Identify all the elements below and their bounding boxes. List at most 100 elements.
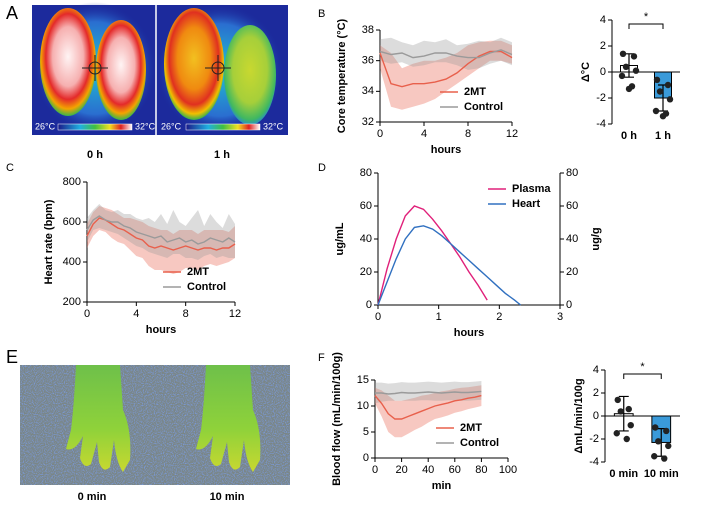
image-caption: 10 min [210, 491, 245, 503]
y-tick-label: 34 [362, 85, 374, 97]
x-tick-label: 0 [372, 464, 378, 476]
x-tick-label: 80 [475, 464, 487, 476]
data-point [664, 81, 672, 89]
x-tick-label: 3 [557, 311, 563, 323]
x-tick-label: 2 [496, 311, 502, 323]
thermal-image [32, 2, 288, 136]
panel-letter: A [6, 3, 18, 23]
panel-letter: E [6, 347, 18, 367]
x-axis-label: min [432, 480, 452, 492]
y-tick-label: -2 [596, 92, 606, 104]
legend-label: 2MT [460, 422, 482, 434]
data-point [618, 72, 626, 80]
y-tick-label: -4 [589, 456, 599, 468]
image-caption: 0 min [78, 491, 107, 503]
x-tick-label: 12 [506, 128, 518, 140]
panel-letter: D [318, 162, 326, 174]
x-tick-label: 0 [375, 311, 381, 323]
data-point [661, 455, 668, 462]
error-band [87, 204, 235, 260]
panel-letter: B [318, 8, 325, 20]
legend-label: 2MT [464, 86, 486, 98]
data-point [655, 438, 662, 445]
error-band [375, 385, 482, 438]
paw-image [20, 365, 290, 485]
legend-label: 2MT [187, 266, 209, 278]
y-tick-label: 5 [363, 426, 369, 438]
y-tick-label: 10 [357, 400, 369, 412]
y-tick-label: 0 [593, 410, 599, 422]
legend-label: Control [460, 437, 499, 449]
y-tick-label: 2 [593, 387, 599, 399]
data-point [623, 435, 630, 443]
series-line [377, 225, 522, 306]
y-tick-label: 200 [63, 296, 81, 308]
y-tick-label: 20 [566, 266, 578, 278]
error-band [380, 37, 512, 70]
panel-letter: C [6, 162, 14, 174]
data-point [659, 113, 667, 120]
x-tick-label: 0 h [621, 130, 637, 142]
x-axis-label: hours [454, 327, 485, 339]
x-tick-label: 0 [84, 308, 90, 320]
image-caption: 1 h [214, 149, 230, 161]
y-tick-label: -2 [589, 433, 599, 445]
series-line [375, 390, 482, 395]
data-point [619, 50, 627, 57]
data-point [656, 88, 664, 95]
image-caption: 0 h [87, 149, 103, 161]
data-point [651, 453, 658, 460]
y-tick-label: 800 [63, 176, 81, 188]
y-tick-label: 36 [362, 55, 374, 67]
panel-letter: F [318, 352, 325, 364]
data-point [632, 67, 640, 74]
y-tick-label: 32 [362, 116, 374, 128]
significance-bracket [628, 23, 664, 29]
y-tick-label: 400 [63, 256, 81, 268]
series-line [379, 49, 513, 59]
y-axis-label: ug/mL [334, 222, 346, 255]
data-point [666, 96, 674, 103]
x-tick-label: 40 [422, 464, 434, 476]
y-tick-label: -4 [596, 118, 606, 130]
x-tick-label: 1 [436, 311, 442, 323]
y-axis-label: Blood flow (mL/min/100g) [331, 352, 343, 486]
y-tick-label: 40 [360, 233, 372, 245]
data-point [617, 408, 624, 415]
y-tick-label: 0 [566, 299, 572, 311]
x-tick-label: 4 [133, 308, 139, 320]
scale-label: 32°C [263, 121, 284, 131]
x-tick-label: 0 min [609, 468, 638, 480]
significance-label: * [644, 11, 649, 23]
data-point [625, 85, 633, 93]
data-point [627, 422, 634, 429]
y-axis-label: Δ°C [580, 62, 592, 82]
x-tick-label: 60 [449, 464, 461, 476]
y-tick-label: 80 [566, 167, 578, 179]
x-tick-label: 4 [421, 128, 427, 140]
y-tick-label: 0 [600, 66, 606, 78]
significance-label: * [640, 361, 645, 373]
data-point [652, 424, 659, 431]
x-tick-label: 1 h [655, 130, 671, 142]
y-axis-label: Heart rate (bpm) [43, 199, 55, 284]
y-tick-label: 20 [360, 266, 372, 278]
x-tick-label: 8 [465, 128, 471, 140]
y-axis-label: Core temperature (°C) [336, 18, 348, 133]
y-tick-label: 15 [357, 374, 369, 386]
data-point [614, 396, 621, 404]
x-tick-label: 100 [499, 464, 517, 476]
x-tick-label: 8 [183, 308, 189, 320]
scale-label: 32°C [135, 121, 156, 131]
scale-label: 26°C [35, 121, 56, 131]
legend-label: Plasma [512, 183, 551, 195]
error-band [87, 206, 235, 274]
data-point [665, 442, 672, 450]
y-tick-label: 0 [363, 452, 369, 464]
legend-label: Control [187, 281, 226, 293]
y-tick-label: 40 [566, 233, 578, 245]
x-tick-label: 12 [229, 308, 241, 320]
y-tick-label: 600 [63, 216, 81, 228]
y-tick-label: 4 [600, 14, 606, 26]
